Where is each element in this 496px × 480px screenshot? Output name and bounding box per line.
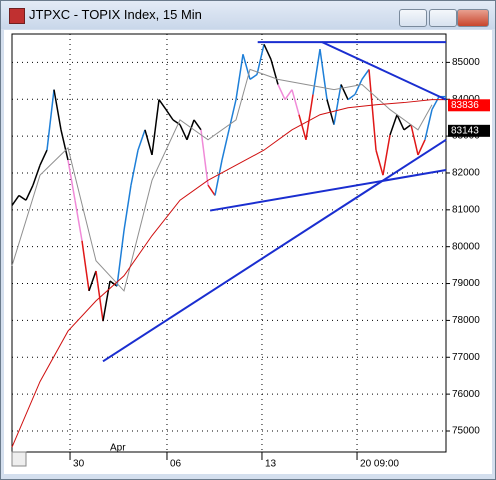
price-segment bbox=[221, 129, 230, 161]
price-segment bbox=[347, 93, 356, 101]
price-segment bbox=[25, 184, 34, 201]
x-tick-label: 20 09:00 bbox=[360, 459, 399, 470]
price-marker-label: 83836 bbox=[451, 100, 479, 111]
price-segment bbox=[123, 185, 132, 231]
y-tick-label: 75000 bbox=[452, 426, 480, 437]
price-segment bbox=[165, 109, 174, 121]
price-segment bbox=[340, 84, 349, 100]
chart: 75000 76000 77000 78000 79000 80000 81000 82000… bbox=[4, 30, 492, 474]
trend-line bbox=[321, 41, 447, 101]
price-marker-label: 83143 bbox=[451, 125, 479, 136]
y-tick-label: 81000 bbox=[452, 204, 480, 215]
price-segment bbox=[228, 99, 237, 131]
y-tick-label: 76000 bbox=[452, 389, 480, 400]
price-segment bbox=[354, 79, 363, 95]
price-segment bbox=[319, 49, 328, 100]
price-segment bbox=[158, 99, 167, 110]
price-segment bbox=[382, 134, 391, 176]
y-tick-label: 79000 bbox=[452, 278, 480, 289]
price-segment bbox=[235, 54, 244, 100]
price-segment bbox=[270, 59, 279, 85]
price-segment bbox=[207, 184, 216, 196]
y-tick-label: 85000 bbox=[452, 57, 480, 68]
price-segment bbox=[284, 89, 293, 101]
price-segment bbox=[172, 119, 181, 126]
price-segment bbox=[116, 230, 125, 287]
price-segment bbox=[305, 94, 314, 140]
price-segment bbox=[67, 159, 76, 201]
price-segment bbox=[81, 240, 90, 292]
price-segment bbox=[291, 89, 300, 115]
price-segment bbox=[417, 139, 426, 156]
price-segment bbox=[109, 280, 118, 287]
price-segment bbox=[403, 124, 412, 131]
chart-background bbox=[4, 30, 492, 474]
price-segment bbox=[200, 129, 209, 186]
price-segment bbox=[151, 99, 160, 155]
price-segment bbox=[186, 119, 195, 141]
moving-average bbox=[11, 68, 433, 292]
price-segment bbox=[277, 84, 286, 100]
price-segment bbox=[11, 195, 20, 206]
price-marker bbox=[448, 124, 490, 137]
price-segment bbox=[214, 159, 223, 196]
price-segment bbox=[333, 84, 342, 125]
price-segment bbox=[74, 200, 83, 241]
window-title: JTPXC - TOPIX Index, 15 Min bbox=[29, 7, 202, 22]
price-segment bbox=[39, 149, 48, 166]
price-segment bbox=[144, 129, 153, 156]
trend-line bbox=[102, 138, 447, 363]
price-segment bbox=[53, 89, 62, 130]
price-segment bbox=[256, 44, 265, 75]
price-segment bbox=[410, 124, 419, 156]
plot-frame bbox=[11, 33, 447, 453]
moving-average bbox=[11, 99, 446, 448]
price-marker bbox=[448, 99, 490, 112]
scroll-box[interactable] bbox=[11, 451, 27, 467]
price-segment bbox=[312, 48, 321, 95]
price-segment bbox=[424, 109, 433, 140]
price-segment bbox=[130, 149, 139, 186]
app-icon bbox=[9, 8, 25, 24]
maximize-button[interactable] bbox=[429, 9, 457, 27]
price-segment bbox=[102, 280, 111, 322]
y-tick-label: 77000 bbox=[452, 352, 480, 363]
price-segment bbox=[368, 69, 377, 151]
price-segment bbox=[298, 114, 307, 140]
x-tick-label: 06 bbox=[170, 459, 182, 470]
close-button[interactable] bbox=[457, 9, 489, 27]
y-tick-label: 78000 bbox=[452, 315, 480, 326]
y-tick-label: 80000 bbox=[452, 241, 480, 252]
price-segment bbox=[95, 270, 104, 322]
price-segment bbox=[32, 164, 41, 186]
price-segment bbox=[396, 114, 405, 131]
x-tick-label: 30 bbox=[73, 459, 85, 470]
x-tick-label: 13 bbox=[265, 459, 277, 470]
price-segment bbox=[18, 194, 27, 201]
price-segment bbox=[193, 119, 202, 131]
title-bar: JTPXC - TOPIX Index, 15 Min bbox=[1, 1, 495, 29]
price-segment bbox=[431, 96, 440, 110]
price-segment bbox=[389, 114, 398, 136]
price-segment bbox=[361, 68, 370, 80]
price-segment bbox=[46, 89, 55, 151]
price-segment bbox=[137, 129, 146, 151]
price-segment bbox=[179, 124, 188, 141]
price-segment bbox=[60, 129, 69, 161]
price-segment bbox=[88, 270, 97, 292]
price-segment bbox=[263, 44, 272, 60]
minimize-button[interactable] bbox=[399, 9, 427, 27]
price-segment bbox=[249, 73, 258, 80]
month-label: Apr bbox=[110, 443, 126, 454]
price-segment bbox=[375, 149, 384, 176]
trend-line bbox=[209, 169, 447, 212]
y-tick-label: 82000 bbox=[452, 168, 480, 179]
